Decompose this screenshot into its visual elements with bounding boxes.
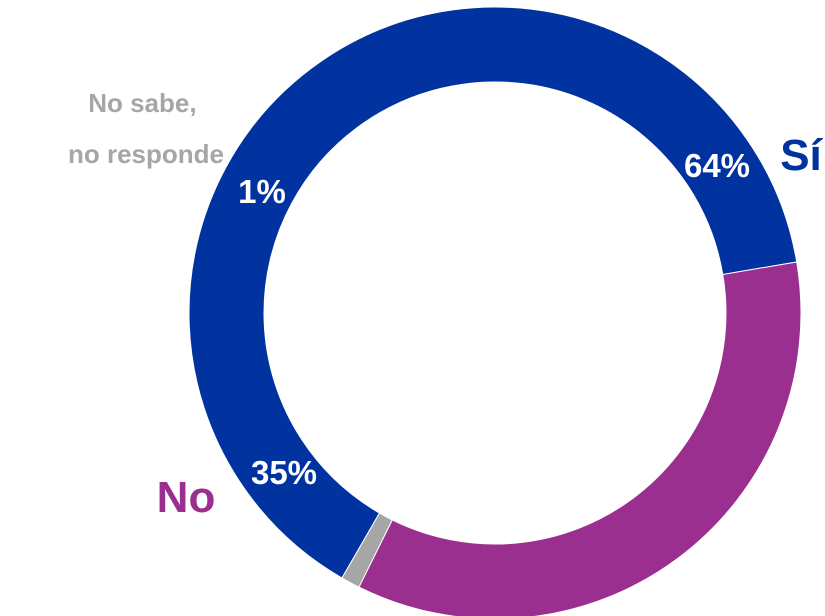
slice-value-label-si: 64% [684,147,750,184]
slice-value-label-no: 35% [251,454,317,491]
category-label-no: No [157,473,216,522]
slice-si [188,6,798,579]
category-label-si: Sí [780,131,823,180]
category-label-ns-nr: No sabe, no responde [68,88,224,169]
slice-no [358,261,802,616]
category-label-ns-nr-line1: No sabe, [88,88,196,118]
slice-value-label-ns-nr: 1% [238,173,286,210]
donut-slices [188,6,802,616]
slice-ns-nr [341,512,393,588]
category-label-ns-nr-line2: no responde [68,139,224,169]
